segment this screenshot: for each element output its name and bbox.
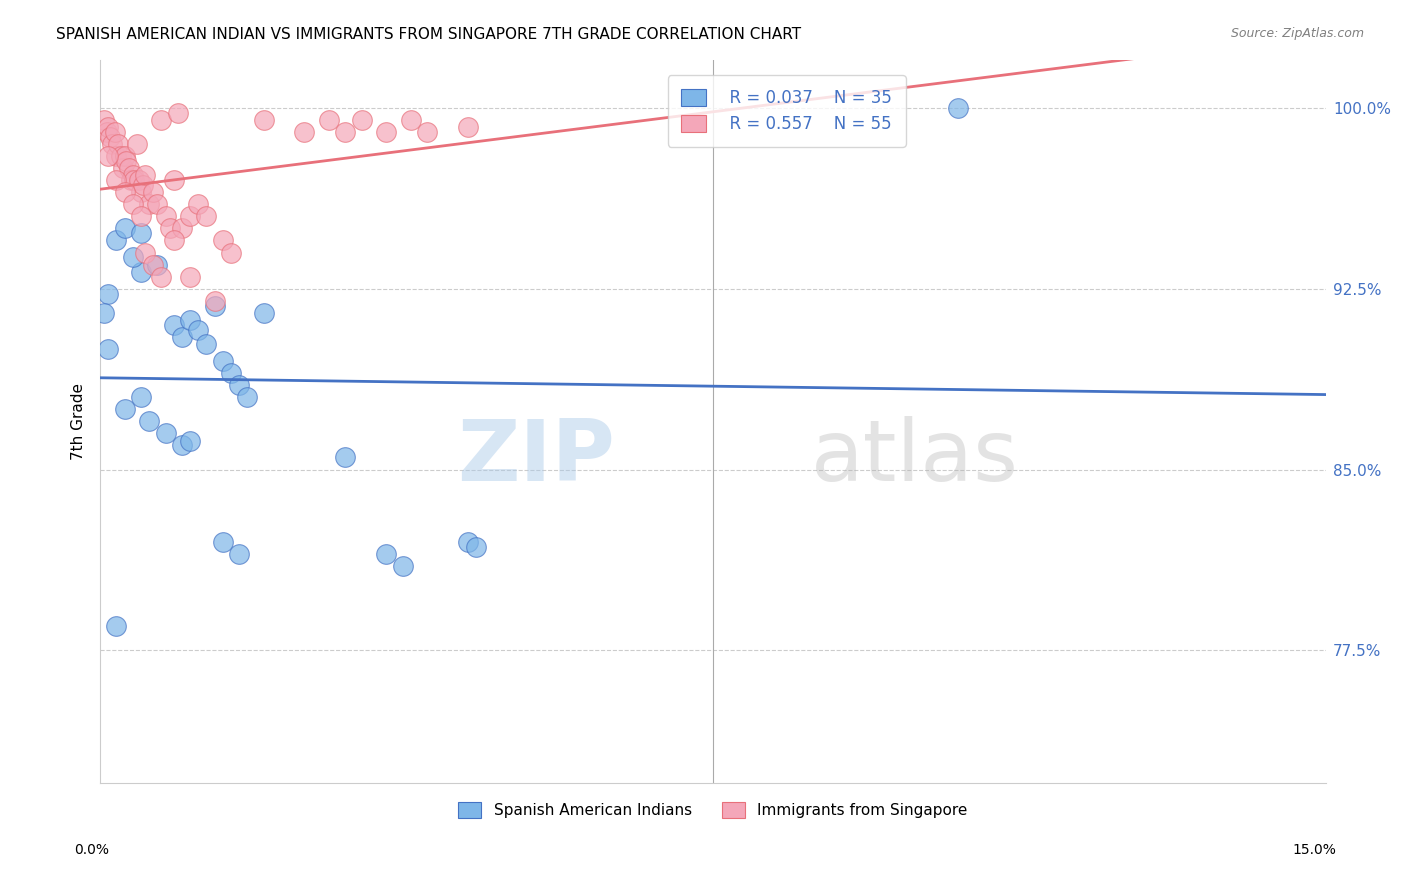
Text: 0.0%: 0.0% [75, 843, 108, 857]
Point [129, 226, 152, 240]
Point [121, 169, 143, 183]
Point [129, 186, 152, 200]
Point [170, 330, 193, 344]
Point [150, 112, 173, 127]
Point [125, 136, 148, 151]
Point [105, 234, 128, 248]
Point [128, 173, 150, 187]
Legend: Spanish American Indians, Immigrants from Singapore: Spanish American Indians, Immigrants fro… [451, 795, 976, 826]
Point [129, 265, 152, 279]
Point [150, 269, 173, 284]
Point [457, 120, 479, 135]
Point [114, 402, 136, 417]
Text: SPANISH AMERICAN INDIAN VS IMMIGRANTS FROM SINGAPORE 7TH GRADE CORRELATION CHART: SPANISH AMERICAN INDIAN VS IMMIGRANTS FR… [56, 27, 801, 42]
Point [110, 149, 132, 163]
Point [457, 535, 479, 549]
Point [138, 197, 160, 211]
Point [335, 450, 357, 465]
Point [195, 210, 218, 224]
Point [97, 286, 120, 301]
Point [187, 323, 209, 337]
Point [105, 149, 128, 163]
Point [211, 535, 233, 549]
Point [219, 245, 242, 260]
Point [114, 221, 136, 235]
Point [111, 161, 134, 175]
Point [350, 112, 373, 127]
Point [96, 125, 118, 139]
Point [97, 342, 120, 356]
Point [170, 221, 193, 235]
Point [294, 125, 316, 139]
Y-axis label: 7th Grade: 7th Grade [72, 383, 86, 459]
Point [114, 149, 136, 163]
Point [219, 366, 242, 380]
Point [97, 149, 120, 163]
Point [179, 434, 201, 448]
Point [163, 173, 186, 187]
Point [179, 210, 201, 224]
Point [170, 438, 193, 452]
Point [375, 125, 398, 139]
Point [318, 112, 340, 127]
Point [179, 313, 201, 327]
Point [142, 258, 165, 272]
Point [146, 258, 169, 272]
Point [179, 269, 201, 284]
Point [416, 125, 439, 139]
Point [236, 390, 259, 404]
Point [159, 221, 181, 235]
Point [138, 414, 160, 428]
Point [948, 101, 970, 115]
Point [124, 173, 146, 187]
Point [107, 136, 129, 151]
Text: atlas: atlas [811, 416, 1019, 499]
Point [121, 197, 143, 211]
Point [195, 337, 218, 351]
Point [134, 245, 156, 260]
Point [146, 197, 169, 211]
Point [115, 153, 138, 168]
Point [118, 161, 141, 175]
Point [93, 306, 115, 320]
Point [163, 318, 186, 332]
Point [134, 169, 156, 183]
Point [228, 378, 250, 392]
Point [211, 234, 233, 248]
Point [465, 540, 488, 554]
Point [93, 112, 115, 127]
Point [204, 293, 226, 308]
Point [98, 129, 121, 144]
Point [131, 178, 153, 192]
Point [101, 136, 124, 151]
Point [120, 173, 142, 187]
Point [155, 426, 177, 441]
Point [166, 105, 188, 120]
Point [228, 547, 250, 561]
Point [129, 210, 152, 224]
Point [391, 559, 413, 574]
Point [105, 619, 128, 633]
Point [252, 306, 274, 320]
Point [105, 173, 128, 187]
Point [252, 112, 274, 127]
Point [129, 390, 152, 404]
Point [375, 547, 398, 561]
Point [187, 197, 209, 211]
Text: 15.0%: 15.0% [1292, 843, 1337, 857]
Point [121, 250, 143, 264]
Point [211, 354, 233, 368]
Point [114, 186, 136, 200]
Point [104, 125, 127, 139]
Point [155, 210, 177, 224]
Point [335, 125, 357, 139]
Point [97, 120, 120, 135]
Point [399, 112, 422, 127]
Text: ZIP: ZIP [457, 416, 614, 499]
Point [204, 299, 226, 313]
Point [163, 234, 186, 248]
Text: Source: ZipAtlas.com: Source: ZipAtlas.com [1230, 27, 1364, 40]
Point [142, 186, 165, 200]
